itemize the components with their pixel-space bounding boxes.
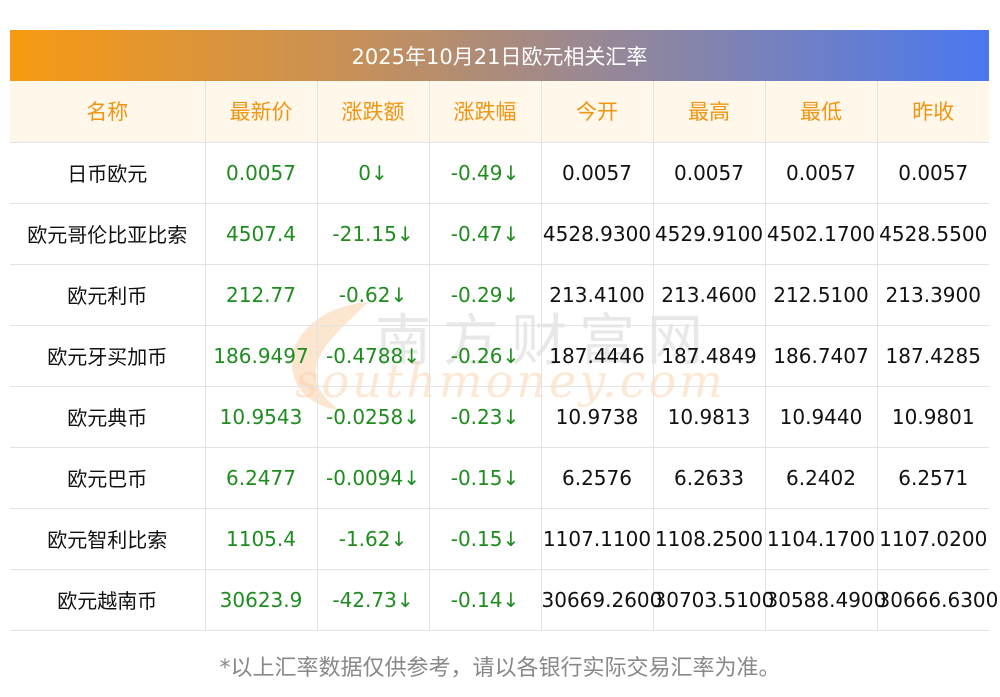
cell-prev-close: 6.2571 [877,447,989,509]
cell-high: 213.4600 [653,264,766,326]
table-title: 2025年10月21日欧元相关汇率 [351,44,648,69]
cell-change: -1.62↓ [317,508,430,570]
table-row: 欧元巴币 6.2477 -0.0094↓ -0.15↓ 6.2576 6.263… [10,447,989,509]
cell-open: 6.2576 [541,447,654,509]
cell-high: 6.2633 [653,447,766,509]
cell-open: 0.0057 [541,142,654,204]
cell-low: 212.5100 [765,264,878,326]
table-row: 欧元哥伦比亚比索 4507.4 -21.15↓ -0.47↓ 4528.9300… [10,203,989,265]
cell-low: 186.7407 [765,325,878,387]
cell-change-pct: -0.23↓ [429,386,542,448]
cell-change-pct: -0.47↓ [429,203,542,265]
cell-latest: 4507.4 [205,203,318,265]
cell-latest: 30623.9 [205,569,318,631]
cell-open: 4528.9300 [541,203,654,265]
column-header-latest: 最新价 [205,81,318,143]
column-header-change: 涨跌额 [317,81,430,143]
cell-low: 30588.4900 [765,569,886,631]
cell-change: -0.4788↓ [317,325,430,387]
cell-change-pct: -0.15↓ [429,447,542,509]
cell-latest: 6.2477 [205,447,318,509]
cell-change: -42.73↓ [317,569,430,631]
column-header-name: 名称 [10,81,206,143]
cell-change: 0↓ [317,142,430,204]
cell-high: 30703.5100 [653,569,774,631]
cell-prev-close: 10.9801 [877,386,989,448]
disclaimer-footnote: *以上汇率数据仅供参考，请以各银行实际交易汇率为准。 [219,656,781,681]
cell-latest: 10.9543 [205,386,318,448]
cell-change: -21.15↓ [317,203,430,265]
cell-high: 0.0057 [653,142,766,204]
table-row: 日币欧元 0.0057 0↓ -0.49↓ 0.0057 0.0057 0.00… [10,142,989,204]
cell-change-pct: -0.29↓ [429,264,542,326]
cell-change-pct: -0.14↓ [429,569,542,631]
table-row: 欧元典币 10.9543 -0.0258↓ -0.23↓ 10.9738 10.… [10,386,989,448]
cell-name: 欧元牙买加币 [10,325,206,387]
table-header-row: 名称 最新价 涨跌额 涨跌幅 今开 最高 最低 昨收 [10,81,989,143]
cell-open: 187.4446 [541,325,654,387]
cell-latest: 212.77 [205,264,318,326]
column-header-open: 今开 [541,81,654,143]
cell-name: 欧元典币 [10,386,206,448]
cell-change: -0.62↓ [317,264,430,326]
cell-latest: 0.0057 [205,142,318,204]
cell-change: -0.0094↓ [317,447,430,509]
cell-name: 欧元智利比索 [10,508,206,570]
cell-prev-close: 4528.5500 [877,203,989,265]
table-title-bar: 2025年10月21日欧元相关汇率 [10,30,989,81]
table-row: 欧元牙买加币 186.9497 -0.4788↓ -0.26↓ 187.4446… [10,325,989,387]
exchange-rate-table: 名称 最新价 涨跌额 涨跌幅 今开 最高 最低 昨收 日币欧元 0.0057 0… [10,81,998,631]
cell-low: 1104.1700 [765,508,878,570]
cell-open: 30669.2600 [541,569,662,631]
cell-open: 213.4100 [541,264,654,326]
cell-latest: 1105.4 [205,508,318,570]
cell-change: -0.0258↓ [317,386,430,448]
cell-low: 4502.1700 [765,203,878,265]
cell-name: 日币欧元 [10,142,206,204]
table-row: 欧元越南币 30623.9 -42.73↓ -0.14↓ 30669.2600 … [10,569,998,631]
cell-change-pct: -0.49↓ [429,142,542,204]
cell-high: 10.9813 [653,386,766,448]
cell-change-pct: -0.15↓ [429,508,542,570]
column-header-prev-close: 昨收 [877,81,989,143]
column-header-change-pct: 涨跌幅 [429,81,542,143]
cell-prev-close: 30666.6300 [877,569,998,631]
cell-low: 0.0057 [765,142,878,204]
cell-high: 187.4849 [653,325,766,387]
cell-low: 10.9440 [765,386,878,448]
column-header-high: 最高 [653,81,766,143]
cell-prev-close: 187.4285 [877,325,989,387]
cell-change-pct: -0.26↓ [429,325,542,387]
cell-latest: 186.9497 [205,325,318,387]
cell-prev-close: 1107.0200 [877,508,989,570]
cell-open: 1107.1100 [541,508,654,570]
cell-name: 欧元巴币 [10,447,206,509]
cell-prev-close: 0.0057 [877,142,989,204]
table-row: 欧元利币 212.77 -0.62↓ -0.29↓ 213.4100 213.4… [10,264,989,326]
table-row: 欧元智利比索 1105.4 -1.62↓ -0.15↓ 1107.1100 11… [10,508,989,570]
cell-prev-close: 213.3900 [877,264,989,326]
column-header-low: 最低 [765,81,878,143]
cell-name: 欧元越南币 [10,569,206,631]
cell-open: 10.9738 [541,386,654,448]
cell-high: 1108.2500 [653,508,766,570]
cell-high: 4529.9100 [653,203,766,265]
cell-name: 欧元利币 [10,264,206,326]
cell-name: 欧元哥伦比亚比索 [10,203,206,265]
cell-low: 6.2402 [765,447,878,509]
